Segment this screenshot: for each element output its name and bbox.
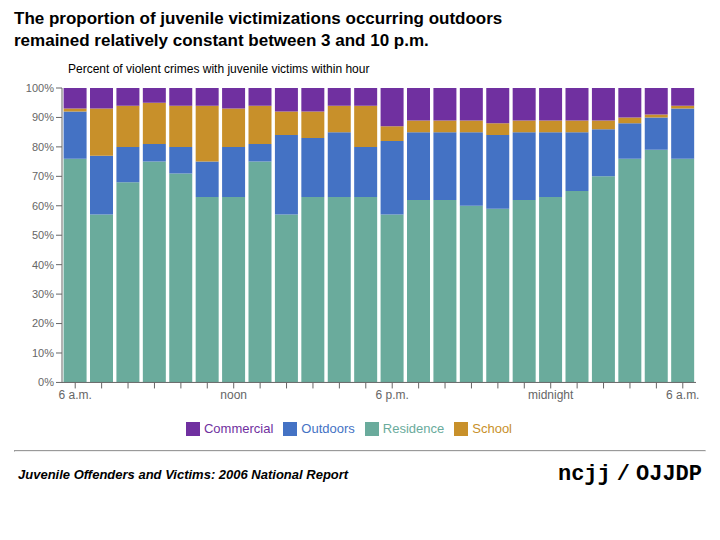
svg-text:6 a.m.: 6 a.m. bbox=[59, 388, 92, 402]
svg-text:midnight: midnight bbox=[528, 388, 574, 402]
html-text:School: School bbox=[472, 420, 512, 436]
svg-text:10%: 10% bbox=[32, 347, 54, 359]
svg-text:noon: noon bbox=[220, 388, 247, 402]
svg-text:20%: 20% bbox=[32, 318, 54, 330]
svg-text:6 p.m.: 6 p.m. bbox=[376, 388, 409, 402]
svg-text:50%: 50% bbox=[32, 229, 54, 241]
svg-text:6 a.m.: 6 a.m. bbox=[666, 388, 699, 402]
html-text:Outdoors: Outdoors bbox=[301, 420, 355, 436]
svg-text:80%: 80% bbox=[32, 141, 54, 153]
html-text:ncjj / OJJDP: ncjj / OJJDP bbox=[558, 462, 702, 488]
svg-text:0%: 0% bbox=[38, 377, 54, 389]
html-text:Commercial: Commercial bbox=[204, 420, 274, 436]
html-text:The proportion of juvenile vic: The proportion of juvenile victimization… bbox=[14, 9, 503, 51]
html-text:Juvenile Offenders and Victims: Juvenile Offenders and Victims: 2006 Nat… bbox=[18, 467, 349, 483]
svg-text:60%: 60% bbox=[32, 200, 54, 212]
svg-text:70%: 70% bbox=[32, 170, 54, 182]
svg-text:30%: 30% bbox=[32, 288, 54, 300]
html-text:Percent of violent crimes with: Percent of violent crimes with juvenile … bbox=[68, 62, 370, 77]
svg-text:100%: 100% bbox=[26, 82, 54, 94]
svg-text:90%: 90% bbox=[32, 112, 54, 124]
svg-text:40%: 40% bbox=[32, 259, 54, 271]
html-text:Residence: Residence bbox=[382, 420, 445, 436]
